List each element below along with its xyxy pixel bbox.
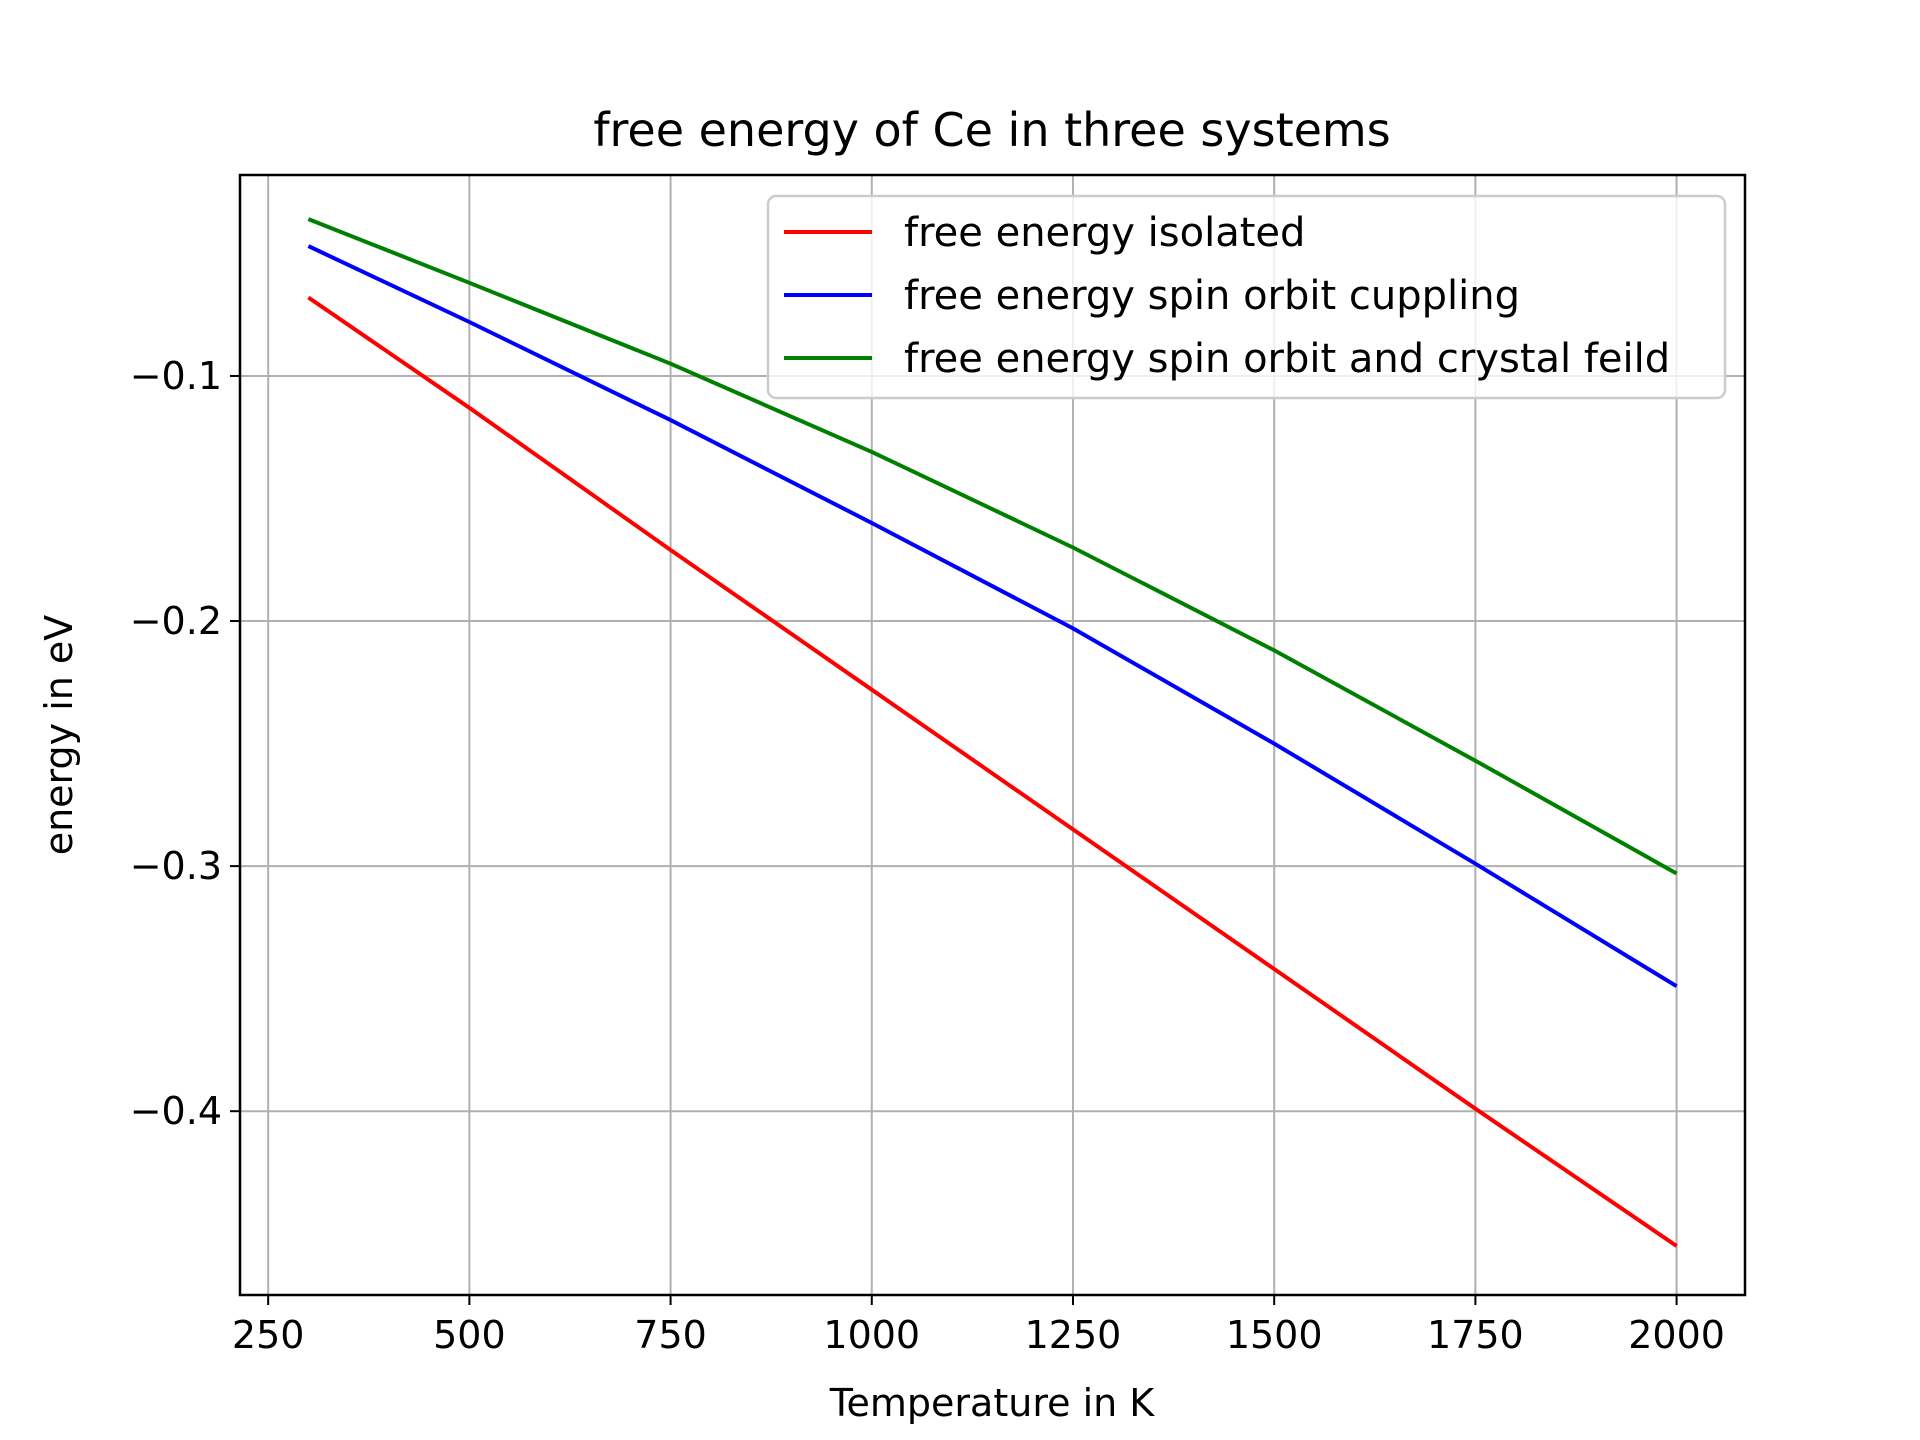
- series-lines: [307, 217, 1678, 1248]
- axis-ticks: 250 500 750 1000 1250 1500 1750 2000 −0.1 −0.2 −0.…: [130, 354, 1725, 1357]
- legend-box: [766, 194, 1727, 400]
- series-line-2: [307, 244, 1678, 988]
- x-tick-label: 750: [634, 1313, 707, 1357]
- x-tick-label: 250: [232, 1313, 305, 1357]
- chart-title: free energy of Ce in three systems: [593, 103, 1390, 157]
- x-axis-label: Temperature in K: [829, 1381, 1156, 1425]
- legend-entries: free energy isolated free energy spin orb…: [784, 210, 1670, 382]
- legend-label-2: free energy spin orbit cuppling: [904, 273, 1520, 319]
- legend-label-1: free energy isolated: [904, 210, 1305, 256]
- y-tick-label: −0.1: [130, 354, 222, 398]
- x-tick-label: 1750: [1427, 1313, 1524, 1357]
- plot-frame: [238, 173, 1747, 1297]
- y-tick-label: −0.4: [130, 1089, 222, 1133]
- legend-label-3: free energy spin orbit and crystal feild: [904, 336, 1670, 382]
- x-tick-label: 2000: [1628, 1313, 1725, 1357]
- y-tick-label: −0.2: [130, 599, 222, 643]
- x-tick-label: 500: [433, 1313, 506, 1357]
- series-line-3: [307, 217, 1678, 876]
- series-line-1: [307, 295, 1678, 1248]
- x-tick-label: 1250: [1025, 1313, 1122, 1357]
- x-tick-label: 1000: [823, 1313, 920, 1357]
- y-tick-label: −0.3: [130, 844, 222, 888]
- x-tick-label: 1500: [1226, 1313, 1323, 1357]
- y-axis-label: energy in eV: [37, 615, 81, 856]
- legend: free energy isolated free energy spin orb…: [766, 194, 1727, 400]
